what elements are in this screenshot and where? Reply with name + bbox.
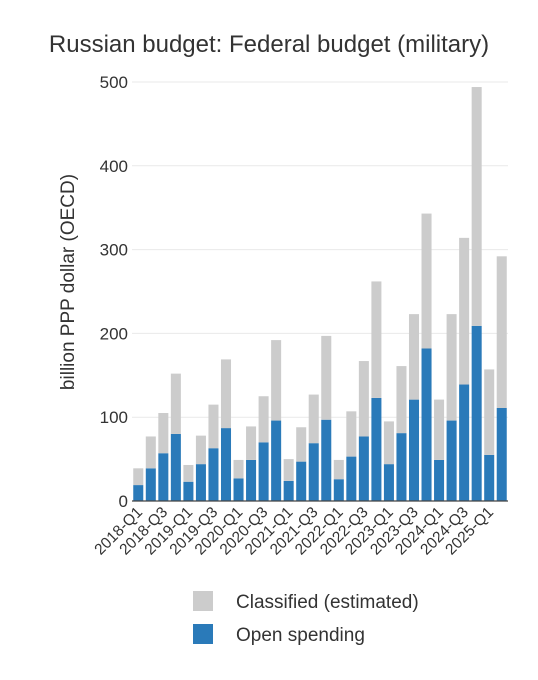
bar-classified: [371, 281, 382, 398]
y-axis-label: billion PPP dollar (OECD): [58, 174, 79, 390]
bar-open-spending: [446, 420, 457, 501]
legend-swatch: [193, 591, 213, 611]
bar-classified: [283, 459, 294, 481]
bar-classified: [434, 399, 445, 460]
bar-classified: [484, 369, 495, 455]
bar-classified: [271, 340, 282, 421]
bar-classified: [133, 468, 144, 486]
bar-classified: [471, 87, 482, 326]
legend-label: Classified (estimated): [236, 592, 419, 613]
grid-lines: [132, 81, 508, 418]
bar-open-spending: [133, 485, 144, 501]
bar-open-spending: [383, 464, 394, 501]
legend-label: Open spending: [236, 625, 365, 646]
bar-classified: [145, 436, 156, 469]
bar-open-spending: [296, 461, 307, 501]
bar-classified: [333, 459, 344, 480]
legend-item-open-spending: Open spending: [193, 624, 365, 646]
bar-open-spending: [333, 479, 344, 501]
bar-open-spending: [170, 433, 181, 501]
bar-open-spending: [408, 399, 420, 501]
bar-open-spending: [371, 397, 382, 501]
bar-classified: [496, 256, 507, 408]
y-tick-label: 500: [100, 73, 128, 92]
bar-open-spending: [471, 325, 482, 501]
bar-open-spending: [208, 448, 219, 501]
bar-open-spending: [246, 459, 257, 501]
bar-classified: [158, 413, 169, 454]
bar-classified: [396, 366, 407, 434]
chart-title: Russian budget: Federal budget (military…: [49, 31, 489, 58]
bar-open-spending: [459, 384, 470, 501]
bar-classified: [195, 435, 206, 465]
bar-open-spending: [421, 348, 432, 501]
bar-open-spending: [158, 453, 169, 501]
bar-classified: [308, 394, 319, 444]
legend-swatch: [193, 624, 213, 644]
y-tick-label: 400: [100, 157, 128, 176]
bar-classified: [408, 314, 420, 400]
bar-open-spending: [358, 436, 369, 501]
bar-open-spending: [308, 443, 319, 501]
x-tick-labels: 2018-Q12018-Q32019-Q12019-Q32020-Q12020-…: [91, 504, 497, 559]
bar-open-spending: [195, 464, 206, 501]
bar-classified: [183, 464, 194, 482]
bar-classified: [170, 373, 181, 434]
bar-classified: [421, 213, 432, 349]
legend-item-classified: Classified (estimated): [193, 591, 419, 613]
bar-classified: [220, 359, 232, 429]
y-tick-label: 300: [100, 241, 128, 260]
y-tick-labels: 0 100 200 300 400 500: [100, 73, 128, 511]
bar-classified: [246, 426, 257, 460]
bar-open-spending: [434, 459, 445, 501]
legend: Classified (estimated) Open spending: [193, 591, 419, 646]
bars: [133, 87, 507, 501]
bar-open-spending: [258, 442, 269, 501]
bar-open-spending: [183, 481, 194, 501]
bar-open-spending: [233, 478, 244, 501]
bar-classified: [321, 335, 332, 420]
bar-classified: [208, 404, 219, 449]
bar-open-spending: [346, 456, 357, 501]
bar-classified: [258, 396, 269, 443]
y-tick-label: 100: [100, 408, 128, 427]
bar-classified: [446, 314, 457, 421]
bar-classified: [346, 411, 357, 457]
bar-classified: [459, 237, 470, 385]
bar-open-spending: [220, 428, 232, 501]
bar-classified: [358, 361, 369, 437]
bar-open-spending: [496, 407, 507, 501]
bar-open-spending: [271, 420, 282, 501]
bar-open-spending: [283, 480, 294, 501]
bar-open-spending: [321, 419, 332, 501]
y-tick-label: 0: [119, 492, 128, 511]
bar-classified: [233, 459, 244, 479]
y-tick-label: 200: [100, 324, 128, 343]
bar-open-spending: [484, 454, 495, 501]
bar-classified: [383, 421, 394, 465]
bar-open-spending: [396, 433, 407, 501]
bar-classified: [296, 427, 307, 462]
bar-open-spending: [145, 468, 156, 501]
